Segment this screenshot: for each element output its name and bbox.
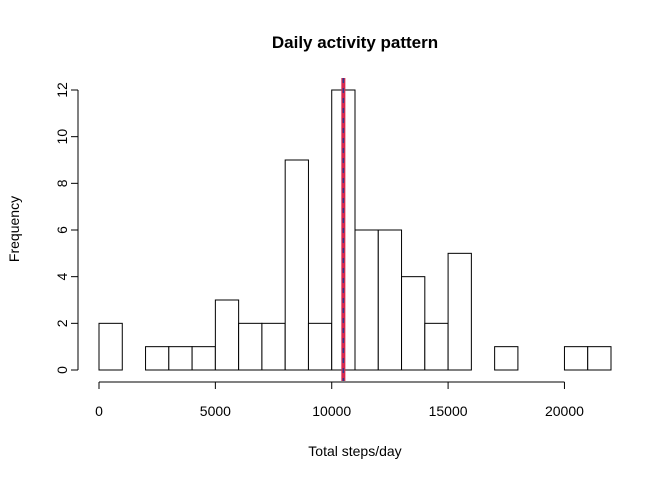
histogram-bar: [261, 322, 286, 371]
histogram-bar: [563, 346, 589, 371]
histogram-bar: [354, 229, 379, 371]
histogram-bar: [214, 299, 240, 371]
x-tick-label: 10000: [312, 403, 351, 419]
histogram-bar: [307, 322, 333, 371]
x-axis-label: Total steps/day: [308, 443, 401, 459]
y-tick-label: 0: [54, 366, 70, 374]
y-tick-label: 4: [54, 273, 70, 281]
x-axis: 0 5000 10000 15000 20000: [95, 381, 584, 419]
x-tick-label: 15000: [429, 403, 468, 419]
x-tick-label: 5000: [200, 403, 231, 419]
histogram-bar: [377, 229, 403, 371]
histogram-bar: [98, 322, 123, 371]
histogram-bar: [587, 346, 612, 371]
y-tick-label: 12: [54, 82, 70, 98]
histogram-bar: [145, 346, 170, 371]
y-axis: 0 2 4 6 8 10 12: [54, 82, 79, 374]
histogram-bar: [284, 159, 309, 371]
chart-title: Daily activity pattern: [272, 33, 438, 52]
histogram-bar: [191, 346, 216, 371]
histogram-bar: [401, 276, 426, 371]
histogram-bar: [494, 346, 519, 371]
histogram-bar: [238, 322, 263, 371]
y-tick-label: 6: [54, 226, 70, 234]
histogram-bar: [168, 346, 193, 371]
histogram-bar: [424, 322, 449, 371]
y-axis-label: Frequency: [6, 196, 22, 262]
y-tick-label: 2: [54, 319, 70, 327]
y-tick-label: 8: [54, 179, 70, 187]
bars-layer: [98, 89, 612, 371]
x-tick-label: 20000: [545, 403, 584, 419]
histogram-bar: [447, 252, 472, 371]
x-tick-label: 0: [95, 403, 103, 419]
y-tick-label: 10: [54, 129, 70, 145]
